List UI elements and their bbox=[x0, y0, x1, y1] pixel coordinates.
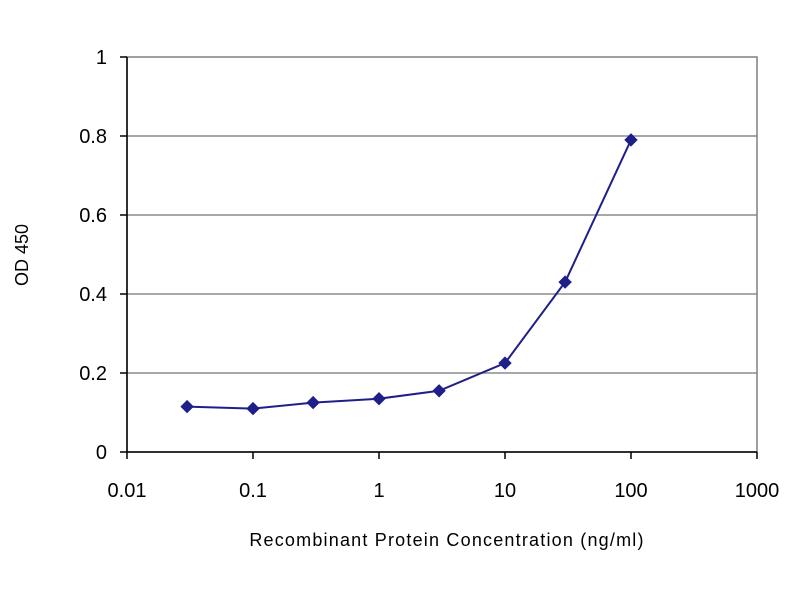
data-point bbox=[306, 395, 320, 410]
gridlines bbox=[127, 135, 757, 374]
data-point bbox=[624, 133, 638, 147]
y-tick-label: 0.2 bbox=[79, 363, 107, 385]
data-point bbox=[180, 399, 194, 414]
data-point bbox=[372, 391, 386, 406]
data-point bbox=[498, 356, 512, 370]
y-tick-label: 0 bbox=[96, 442, 107, 464]
x-tick-label: 100 bbox=[614, 480, 647, 502]
x-tick-label: 1000 bbox=[735, 480, 780, 502]
y-tick-label: 0.6 bbox=[79, 205, 107, 227]
series-layer bbox=[180, 133, 638, 416]
y-tick-label: 0.4 bbox=[79, 284, 107, 306]
x-tick-label: 1 bbox=[373, 480, 384, 502]
y-axis-title: OD 450 bbox=[12, 224, 32, 286]
x-tick-label: 10 bbox=[494, 480, 516, 502]
series-line bbox=[187, 139, 632, 410]
data-point bbox=[558, 275, 572, 289]
data-point bbox=[246, 401, 260, 416]
x-axis-title: Recombinant Protein Concentration (ng/ml… bbox=[249, 530, 644, 550]
x-tick-label: 0.1 bbox=[239, 480, 267, 502]
y-tick-label: 1 bbox=[96, 47, 107, 69]
y-tick-label: 0.8 bbox=[79, 126, 107, 148]
axes bbox=[120, 56, 758, 459]
data-point bbox=[432, 384, 446, 398]
tick-labels: 0 0.2 0.4 0.6 0.8 1 0.01 0.1 1 10 100 1000 bbox=[79, 47, 779, 502]
x-tick-label: 0.01 bbox=[108, 480, 147, 502]
